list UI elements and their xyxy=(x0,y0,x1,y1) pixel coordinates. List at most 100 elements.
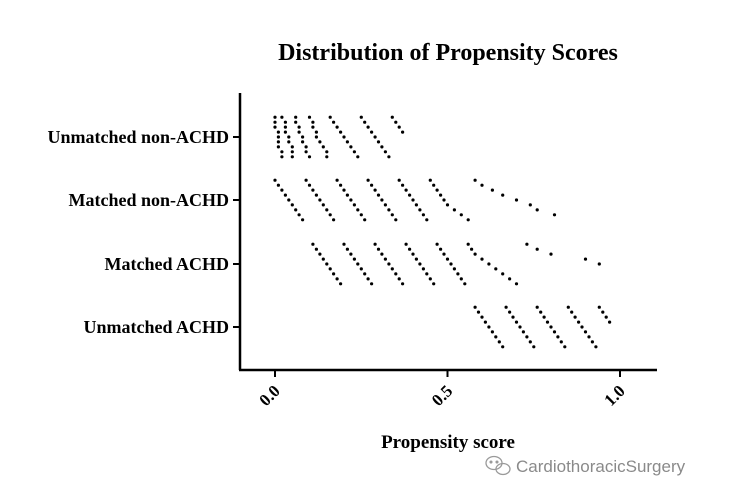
data-point xyxy=(349,145,353,149)
data-point xyxy=(356,262,360,266)
data-point xyxy=(356,208,360,212)
data-point xyxy=(328,267,332,271)
y-category-label: Matched ACHD xyxy=(105,254,230,274)
data-point xyxy=(466,242,470,246)
data-point xyxy=(490,188,494,192)
watermark: CardiothoracicSurgery xyxy=(485,455,686,476)
data-point xyxy=(532,345,536,349)
data-point xyxy=(487,325,491,329)
data-point xyxy=(335,277,339,281)
data-point xyxy=(466,218,470,222)
data-point xyxy=(352,257,356,261)
data-point xyxy=(473,252,477,256)
data-point xyxy=(463,282,467,286)
data-point xyxy=(442,252,446,256)
data-point xyxy=(508,310,512,314)
data-point xyxy=(480,315,484,319)
data-point xyxy=(545,320,550,324)
data-point xyxy=(411,252,415,256)
data-point xyxy=(459,213,463,217)
data-point xyxy=(535,305,539,309)
data-point xyxy=(287,135,291,139)
data-point xyxy=(435,188,439,192)
data-point xyxy=(483,320,487,324)
data-point xyxy=(577,320,581,324)
data-point xyxy=(380,198,384,202)
data-point xyxy=(321,257,325,261)
data-point xyxy=(352,150,356,154)
data-point xyxy=(514,320,519,324)
data-point xyxy=(521,330,526,334)
data-point xyxy=(394,272,398,276)
data-point xyxy=(476,310,481,314)
data-point xyxy=(383,257,387,261)
data-point xyxy=(480,183,484,187)
data-point xyxy=(335,125,339,129)
data-point xyxy=(349,198,353,202)
data-point xyxy=(366,277,370,281)
data-points xyxy=(273,115,612,349)
data-point xyxy=(514,282,519,286)
data-point xyxy=(383,203,387,207)
x-axis-label: Propensity score xyxy=(381,432,515,453)
data-point xyxy=(314,135,318,139)
data-point xyxy=(276,140,280,144)
data-point xyxy=(504,305,508,309)
data-point xyxy=(283,120,287,124)
data-point xyxy=(307,183,312,187)
data-point xyxy=(439,193,443,197)
data-point xyxy=(318,140,322,144)
data-point xyxy=(352,203,356,207)
data-point xyxy=(366,125,370,129)
data-point xyxy=(559,340,563,344)
watermark-text: CardiothoracicSurgery xyxy=(516,457,686,476)
data-point xyxy=(304,178,308,182)
data-point xyxy=(276,145,280,149)
x-ticks: 0.0 0.5 1.0 xyxy=(255,370,629,410)
data-point xyxy=(370,183,374,187)
data-point xyxy=(401,130,405,134)
data-point xyxy=(328,115,332,119)
data-point xyxy=(542,315,546,319)
data-point xyxy=(290,203,294,207)
data-point xyxy=(401,282,405,286)
data-point xyxy=(445,257,450,261)
data-point xyxy=(332,272,336,276)
data-point xyxy=(376,140,381,144)
wechat-icon xyxy=(485,455,511,476)
data-point xyxy=(283,130,287,134)
data-point xyxy=(473,178,477,182)
data-point xyxy=(439,247,443,251)
data-point xyxy=(383,150,387,154)
data-point xyxy=(359,267,363,271)
data-point xyxy=(332,218,336,222)
y-category-label: Unmatched non-ACHD xyxy=(47,127,229,147)
data-point xyxy=(294,208,298,212)
data-point xyxy=(387,262,391,266)
x-tick-label: 1.0 xyxy=(600,381,628,409)
data-point xyxy=(301,135,305,139)
data-point xyxy=(276,135,280,139)
data-point xyxy=(452,208,456,212)
data-point xyxy=(376,247,381,251)
data-point xyxy=(535,208,539,212)
data-point xyxy=(304,150,308,154)
data-point xyxy=(328,213,332,217)
data-point xyxy=(294,115,298,119)
data-point xyxy=(325,262,329,266)
data-point xyxy=(501,272,505,276)
data-point xyxy=(311,120,315,124)
data-point xyxy=(597,305,601,309)
data-point xyxy=(421,267,425,271)
data-point xyxy=(525,242,529,246)
data-point xyxy=(487,262,491,266)
data-point xyxy=(373,188,377,192)
data-point xyxy=(525,335,529,339)
data-point xyxy=(318,252,322,256)
data-point xyxy=(356,155,360,159)
chart-title: Distribution of Propensity Scores xyxy=(278,40,618,66)
data-point xyxy=(332,120,336,124)
data-point xyxy=(280,155,284,159)
data-point xyxy=(287,140,291,144)
data-point xyxy=(401,183,405,187)
